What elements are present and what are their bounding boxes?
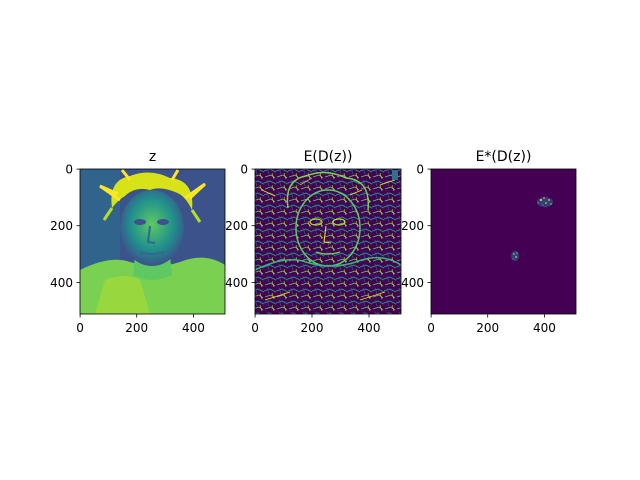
speckle-cluster <box>511 251 519 261</box>
y-tick-label: 200 <box>401 219 424 233</box>
x-tick-label: 0 <box>251 321 259 335</box>
panel-estar-dz: E*(D(z)) <box>401 149 577 335</box>
y-tick-label: 400 <box>225 276 248 290</box>
y-tick-label: 0 <box>65 163 73 177</box>
x-axis: 0 200 400 <box>427 314 556 335</box>
image-edz <box>255 169 401 314</box>
panel-z: z 0 200 <box>50 149 226 335</box>
x-tick-label: 200 <box>301 321 324 335</box>
y-axis: 0 200 400 <box>225 163 255 290</box>
x-tick-label: 200 <box>125 321 148 335</box>
y-axis: 0 200 400 <box>50 163 80 290</box>
y-tick-label: 200 <box>50 219 73 233</box>
x-tick-label: 0 <box>427 321 435 335</box>
panel-edz: E(D(z)) 0 200 400 0 2 <box>225 149 402 335</box>
x-tick-label: 400 <box>358 321 381 335</box>
y-axis: 0 200 400 <box>401 163 431 290</box>
x-tick-label: 400 <box>182 321 205 335</box>
panel-title: E(D(z)) <box>304 149 353 165</box>
y-tick-label: 200 <box>225 219 248 233</box>
y-tick-label: 0 <box>416 163 424 177</box>
x-tick-label: 400 <box>533 321 556 335</box>
x-axis: 0 200 400 <box>76 314 205 335</box>
y-tick-label: 0 <box>240 163 248 177</box>
x-tick-label: 200 <box>476 321 499 335</box>
image-estar-dz <box>431 169 576 314</box>
panel-title: E*(D(z)) <box>476 149 532 165</box>
image-z <box>80 169 225 314</box>
y-tick-label: 400 <box>401 276 424 290</box>
x-tick-label: 0 <box>76 321 84 335</box>
y-tick-label: 400 <box>50 276 73 290</box>
panel-title: z <box>149 149 156 165</box>
x-axis: 0 200 400 <box>251 314 380 335</box>
speckle-cluster <box>537 197 553 207</box>
